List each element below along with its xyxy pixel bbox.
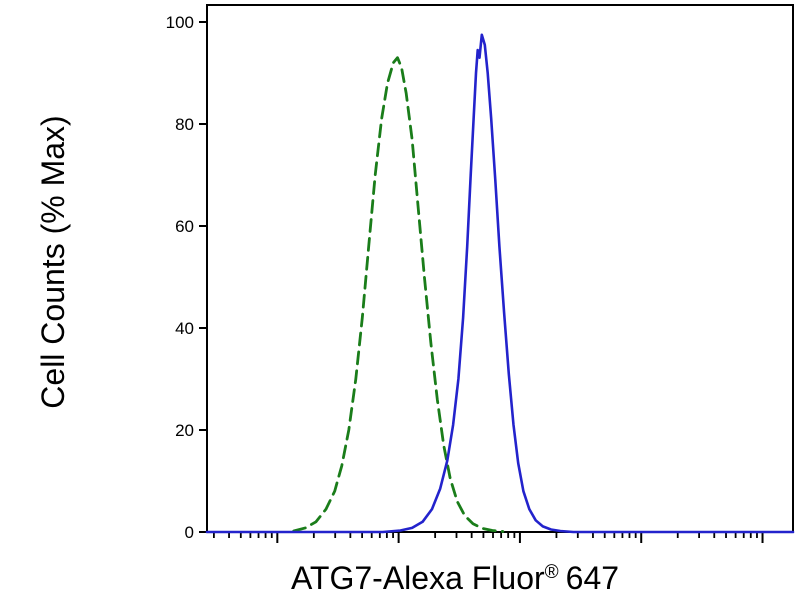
x-axis-title-main: ATG7-Alexa Fluor	[291, 560, 545, 596]
y-tick-label: 60	[175, 217, 194, 236]
curves	[205, 33, 795, 534]
y-tick-label: 20	[175, 421, 194, 440]
x-axis-ticks	[212, 532, 764, 543]
plot-border	[206, 4, 794, 533]
y-tick-label: 80	[175, 115, 194, 134]
x-axis-title-suffix: 647	[566, 560, 619, 596]
atg7-stained-curve	[205, 33, 795, 534]
y-axis-tick-labels: 0 20 40 60 80 100	[166, 13, 194, 542]
control-curve	[292, 56, 505, 533]
y-axis-ticks	[199, 21, 207, 533]
registered-trademark-symbol: ®	[545, 562, 559, 583]
y-tick-label: 40	[175, 319, 194, 338]
y-tick-label: 0	[185, 523, 194, 542]
y-tick-label: 100	[166, 13, 194, 32]
y-axis-title: Cell Counts (% Max)	[35, 115, 71, 408]
x-axis-title: ATG7-Alexa Fluor® 647	[291, 560, 619, 596]
